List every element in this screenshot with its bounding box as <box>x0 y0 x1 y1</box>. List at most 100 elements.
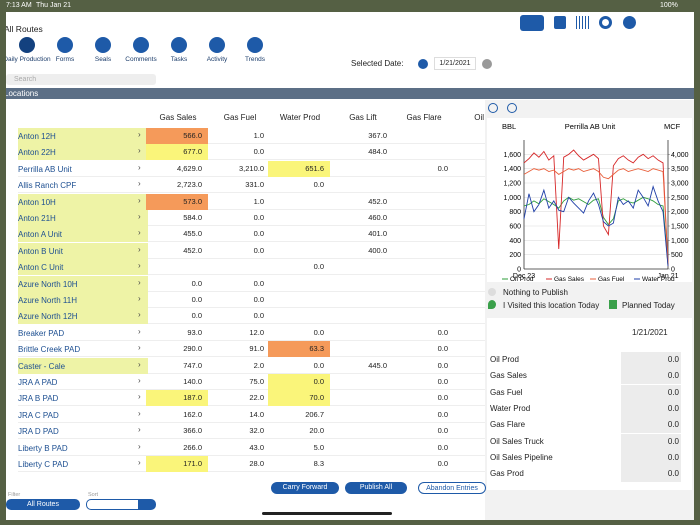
table-cell[interactable]: 0.0 <box>253 245 264 255</box>
detail-value[interactable]: 0.0 <box>621 466 681 483</box>
nav-item[interactable]: Seals <box>78 37 128 63</box>
table-cell[interactable]: 187.0 <box>146 390 208 407</box>
table-cell[interactable] <box>331 390 393 406</box>
table-row[interactable]: Anton C Unit › 0.0 <box>18 259 486 276</box>
table-cell[interactable]: 566.0 <box>146 128 208 144</box>
table-cell[interactable] <box>268 210 330 226</box>
table-cell[interactable]: 0.0 <box>437 163 448 173</box>
table-cell[interactable] <box>331 341 393 357</box>
table-cell[interactable] <box>331 276 393 292</box>
nav-item[interactable]: Tasks <box>154 37 204 63</box>
table-cell[interactable]: 452.0 <box>183 245 202 255</box>
settings-button[interactable] <box>623 16 636 29</box>
nav-item[interactable]: Activity <box>192 37 242 63</box>
table-cell[interactable]: 20.0 <box>309 426 324 436</box>
table-row[interactable]: Anton 22H › 677.0 0.0 484.0 <box>18 144 486 161</box>
table-cell[interactable]: 0.0 <box>437 459 448 468</box>
table-cell[interactable] <box>268 144 330 160</box>
table-cell[interactable]: 171.0 <box>146 456 208 472</box>
table-cell[interactable]: 12.0 <box>249 327 264 337</box>
prev-date[interactable] <box>418 59 428 69</box>
table-cell[interactable]: 0.0 <box>253 213 264 222</box>
table-row[interactable]: Anton B Unit › 452.0 0.0 400.0 <box>18 242 486 259</box>
table-cell[interactable]: 0.0 <box>253 278 264 288</box>
table-cell[interactable] <box>331 308 393 324</box>
expand-button[interactable] <box>507 103 517 113</box>
table-cell[interactable] <box>268 226 330 242</box>
table-cell[interactable]: 4,629.0 <box>176 163 202 173</box>
nav-item[interactable]: Forms <box>40 37 90 63</box>
table-cell[interactable]: 1.0 <box>253 196 264 206</box>
table-cell[interactable]: 366.0 <box>183 426 202 436</box>
table-cell[interactable]: 0.0 <box>253 295 264 304</box>
table-cell[interactable]: 0.0 <box>313 327 324 337</box>
table-cell[interactable]: 401.0 <box>368 229 387 239</box>
search-box[interactable]: Search <box>6 74 156 85</box>
table-cell[interactable]: 0.0 <box>313 360 324 370</box>
table-cell[interactable]: 22.0 <box>249 393 264 403</box>
table-cell[interactable]: 0.0 <box>313 262 324 272</box>
table-cell[interactable] <box>268 128 330 144</box>
filter-button[interactable]: All Routes <box>6 499 80 510</box>
table-row[interactable]: Liberty C PAD › 171.0 28.0 8.3 0.0 <box>18 456 486 472</box>
detail-value[interactable]: 0.0 <box>621 449 681 466</box>
table-cell[interactable]: 484.0 <box>368 147 387 157</box>
table-cell[interactable]: 63.3 <box>268 341 330 358</box>
table-cell[interactable] <box>392 144 454 160</box>
table-cell[interactable] <box>331 456 393 472</box>
table-row[interactable]: Anton 10H › 573.0 1.0 452.0 <box>18 193 486 210</box>
table-row[interactable]: JRA A PAD › 140.0 75.0 0.0 0.0 <box>18 374 486 390</box>
table-cell[interactable] <box>331 161 393 177</box>
table-cell[interactable] <box>392 259 454 275</box>
sort-buttons[interactable] <box>86 499 156 510</box>
table-cell[interactable]: 677.0 <box>146 144 208 161</box>
barcode-button[interactable] <box>576 16 590 29</box>
table-cell[interactable]: 331.0 <box>245 180 264 190</box>
table-cell[interactable] <box>331 407 393 423</box>
table-row[interactable]: Allis Ranch CPF › 2,723.0 331.0 0.0 <box>18 177 486 194</box>
table-cell[interactable]: 747.0 <box>183 360 202 370</box>
detail-value[interactable]: 0.0 <box>621 417 681 434</box>
table-cell[interactable]: 0.0 <box>437 360 448 370</box>
table-cell[interactable] <box>392 210 454 226</box>
action-button[interactable]: Carry Forward <box>271 482 339 494</box>
table-cell[interactable]: 5.0 <box>313 442 324 452</box>
table-cell[interactable]: 70.0 <box>268 390 330 407</box>
table-cell[interactable]: 0.0 <box>191 278 202 288</box>
table-cell[interactable]: 32.0 <box>249 426 264 436</box>
table-cell[interactable]: 140.0 <box>183 377 202 386</box>
table-cell[interactable]: 206.7 <box>305 409 324 419</box>
table-cell[interactable]: 14.0 <box>249 409 264 419</box>
table-cell[interactable]: 455.0 <box>183 229 202 239</box>
nav-item[interactable]: Trends <box>230 37 280 63</box>
table-cell[interactable] <box>392 194 454 210</box>
date-field[interactable]: 1/21/2021 <box>434 57 476 70</box>
table-cell[interactable]: 93.0 <box>187 327 202 337</box>
table-cell[interactable]: 0.0 <box>437 409 448 419</box>
table-cell[interactable]: 573.0 <box>146 193 208 210</box>
collapse-button[interactable] <box>488 103 498 113</box>
table-cell[interactable]: 0.0 <box>437 377 448 386</box>
refresh-button[interactable] <box>599 16 612 29</box>
table-cell[interactable]: 1.0 <box>253 131 264 140</box>
table-row[interactable]: Azure North 10H › 0.0 0.0 <box>18 275 486 292</box>
table-cell[interactable] <box>331 325 393 341</box>
table-row[interactable]: Anton 12H › 566.0 1.0 367.0 <box>18 128 486 144</box>
table-cell[interactable] <box>268 308 330 324</box>
table-cell[interactable] <box>268 194 330 210</box>
next-date[interactable] <box>482 59 492 69</box>
planned-icon[interactable] <box>609 300 617 309</box>
visited-icon[interactable] <box>488 300 496 309</box>
table-cell[interactable]: 400.0 <box>368 245 387 255</box>
table-cell[interactable] <box>268 243 330 259</box>
table-cell[interactable]: 43.0 <box>249 442 264 452</box>
table-cell[interactable]: 0.0 <box>437 426 448 436</box>
action-button[interactable]: Publish All <box>345 482 407 494</box>
table-cell[interactable] <box>208 259 270 275</box>
action-button[interactable]: Abandon Entries <box>418 482 486 494</box>
table-row[interactable]: Azure North 11H › 0.0 0.0 <box>18 292 486 308</box>
table-row[interactable]: Liberty B PAD › 266.0 43.0 5.0 0.0 <box>18 440 486 456</box>
table-row[interactable]: Anton A Unit › 455.0 0.0 401.0 <box>18 226 486 243</box>
table-cell[interactable]: 445.0 <box>368 360 387 370</box>
table-cell[interactable]: 91.0 <box>249 344 264 354</box>
